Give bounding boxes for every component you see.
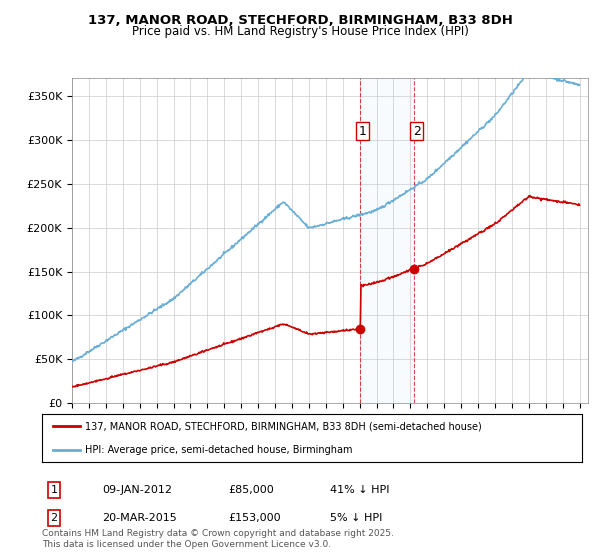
Bar bbox=[360, 78, 414, 403]
Text: Contains HM Land Registry data © Crown copyright and database right 2025.
This d: Contains HM Land Registry data © Crown c… bbox=[42, 529, 394, 549]
Text: 2: 2 bbox=[413, 124, 421, 138]
Text: Price paid vs. HM Land Registry's House Price Index (HPI): Price paid vs. HM Land Registry's House … bbox=[131, 25, 469, 38]
Text: HPI: Average price, semi-detached house, Birmingham: HPI: Average price, semi-detached house,… bbox=[85, 445, 353, 455]
Text: 41% ↓ HPI: 41% ↓ HPI bbox=[330, 485, 389, 495]
Text: 137, MANOR ROAD, STECHFORD, BIRMINGHAM, B33 8DH: 137, MANOR ROAD, STECHFORD, BIRMINGHAM, … bbox=[88, 14, 512, 27]
Text: 20-MAR-2015: 20-MAR-2015 bbox=[102, 513, 177, 523]
Text: 137, MANOR ROAD, STECHFORD, BIRMINGHAM, B33 8DH (semi-detached house): 137, MANOR ROAD, STECHFORD, BIRMINGHAM, … bbox=[85, 421, 482, 431]
Text: 09-JAN-2012: 09-JAN-2012 bbox=[102, 485, 172, 495]
Text: £153,000: £153,000 bbox=[228, 513, 281, 523]
Text: 1: 1 bbox=[50, 485, 58, 495]
Text: 2: 2 bbox=[50, 513, 58, 523]
Text: 1: 1 bbox=[359, 124, 367, 138]
Text: £85,000: £85,000 bbox=[228, 485, 274, 495]
Text: 5% ↓ HPI: 5% ↓ HPI bbox=[330, 513, 382, 523]
